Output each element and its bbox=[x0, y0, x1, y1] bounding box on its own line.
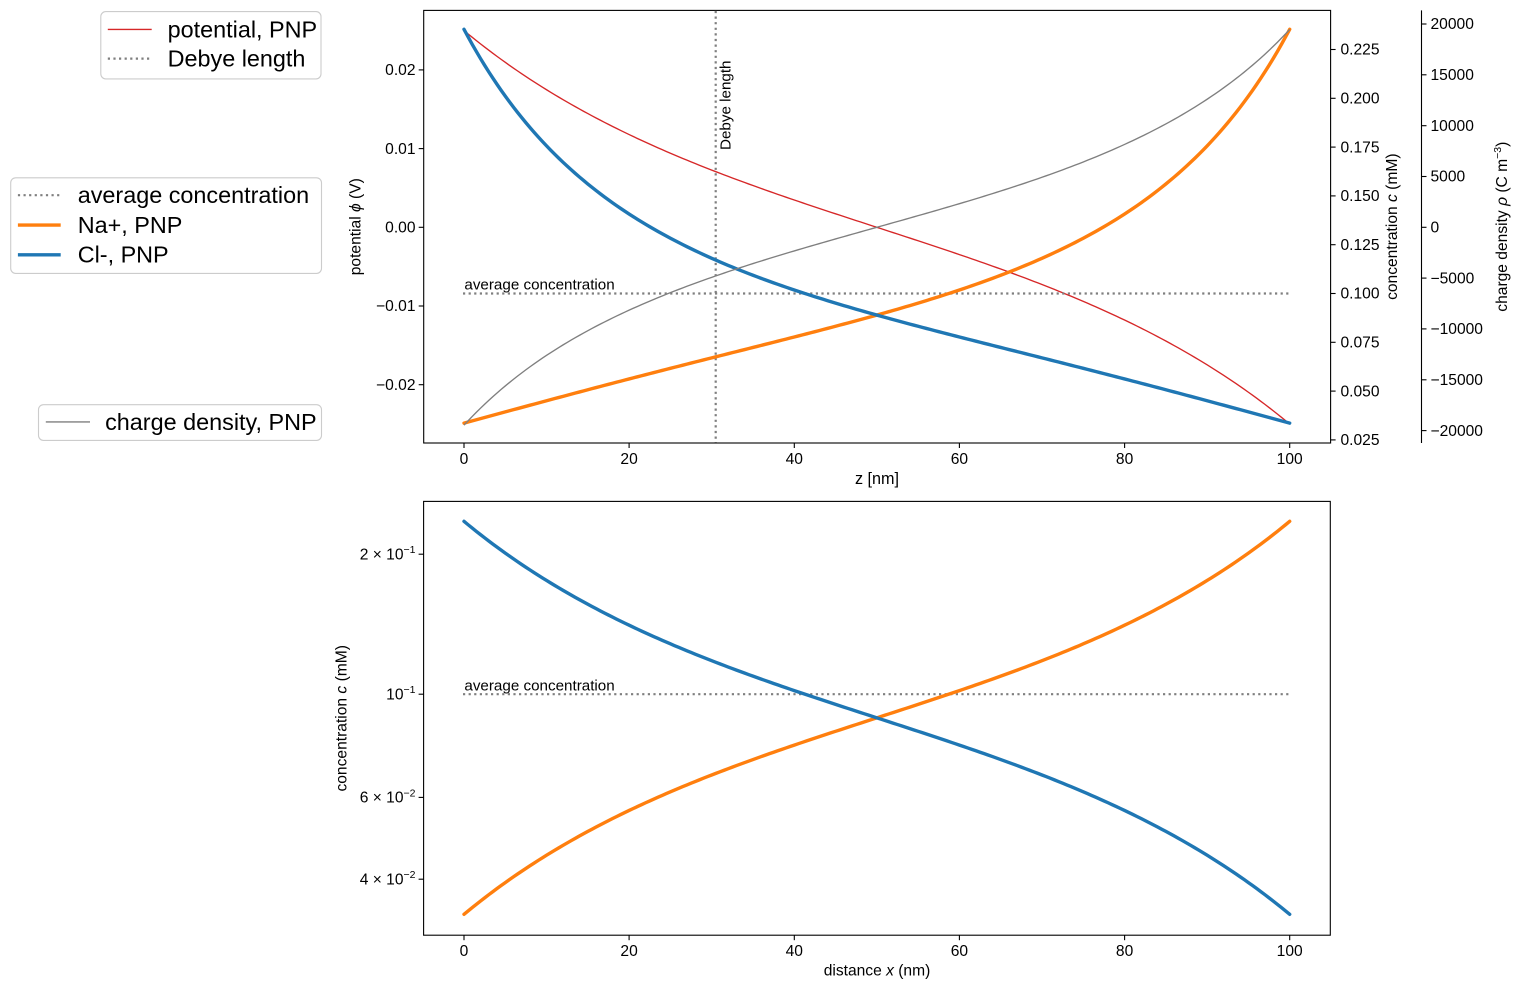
svg-text:0.02: 0.02 bbox=[385, 62, 415, 79]
svg-text:concentration c (mM): concentration c (mM) bbox=[334, 645, 351, 791]
svg-text:40: 40 bbox=[786, 943, 804, 960]
svg-text:0.075: 0.075 bbox=[1341, 335, 1380, 352]
svg-text:0.225: 0.225 bbox=[1341, 42, 1380, 59]
svg-text:Debye length: Debye length bbox=[718, 60, 735, 150]
svg-text:0: 0 bbox=[1431, 220, 1440, 237]
svg-text:concentration c (mM): concentration c (mM) bbox=[1384, 153, 1401, 299]
svg-text:15000: 15000 bbox=[1431, 67, 1475, 84]
svg-text:Debye length: Debye length bbox=[168, 46, 306, 72]
svg-text:2 × 10−1: 2 × 10−1 bbox=[360, 544, 416, 563]
svg-text:10000: 10000 bbox=[1431, 118, 1475, 135]
svg-text:0.00: 0.00 bbox=[385, 220, 416, 237]
svg-text:20: 20 bbox=[620, 451, 638, 468]
svg-text:0.025: 0.025 bbox=[1341, 432, 1380, 449]
svg-text:potential ϕ (V): potential ϕ (V) bbox=[348, 178, 365, 275]
svg-text:0.200: 0.200 bbox=[1341, 91, 1380, 108]
svg-text:−0.02: −0.02 bbox=[376, 377, 415, 394]
svg-text:5000: 5000 bbox=[1431, 169, 1466, 186]
svg-text:charge density ρ (C m−3): charge density ρ (C m−3) bbox=[1492, 142, 1511, 312]
svg-text:0.125: 0.125 bbox=[1341, 237, 1380, 254]
svg-text:40: 40 bbox=[786, 451, 804, 468]
svg-text:average concentration: average concentration bbox=[78, 182, 309, 208]
svg-text:average concentration: average concentration bbox=[464, 277, 614, 294]
svg-text:80: 80 bbox=[1116, 943, 1134, 960]
svg-text:charge density, PNP: charge density, PNP bbox=[105, 409, 317, 435]
svg-text:6 × 10−2: 6 × 10−2 bbox=[360, 787, 416, 806]
svg-text:20000: 20000 bbox=[1431, 16, 1475, 33]
svg-text:−15000: −15000 bbox=[1431, 372, 1484, 389]
svg-text:average concentration: average concentration bbox=[464, 677, 614, 694]
svg-text:Cl-, PNP: Cl-, PNP bbox=[78, 242, 169, 268]
svg-text:100: 100 bbox=[1277, 943, 1303, 960]
svg-text:60: 60 bbox=[951, 943, 969, 960]
svg-text:Na+, PNP: Na+, PNP bbox=[78, 212, 183, 238]
svg-text:potential, PNP: potential, PNP bbox=[168, 16, 318, 42]
svg-text:0.01: 0.01 bbox=[385, 141, 415, 158]
svg-text:0: 0 bbox=[460, 943, 469, 960]
svg-text:20: 20 bbox=[620, 943, 638, 960]
svg-text:0.150: 0.150 bbox=[1341, 188, 1380, 205]
svg-text:4 × 10−2: 4 × 10−2 bbox=[360, 869, 416, 888]
svg-text:−20000: −20000 bbox=[1431, 423, 1484, 440]
svg-text:100: 100 bbox=[1277, 451, 1303, 468]
svg-text:−5000: −5000 bbox=[1431, 270, 1475, 287]
svg-text:0.100: 0.100 bbox=[1341, 286, 1380, 303]
svg-text:60: 60 bbox=[951, 451, 969, 468]
svg-text:0: 0 bbox=[460, 451, 469, 468]
svg-text:−0.01: −0.01 bbox=[376, 298, 415, 315]
svg-text:80: 80 bbox=[1116, 451, 1134, 468]
svg-text:0.050: 0.050 bbox=[1341, 383, 1380, 400]
svg-text:0.175: 0.175 bbox=[1341, 139, 1380, 156]
svg-text:−10000: −10000 bbox=[1431, 321, 1484, 338]
svg-text:distance x (nm): distance x (nm) bbox=[824, 963, 931, 980]
svg-text:z [nm]: z [nm] bbox=[855, 470, 899, 488]
